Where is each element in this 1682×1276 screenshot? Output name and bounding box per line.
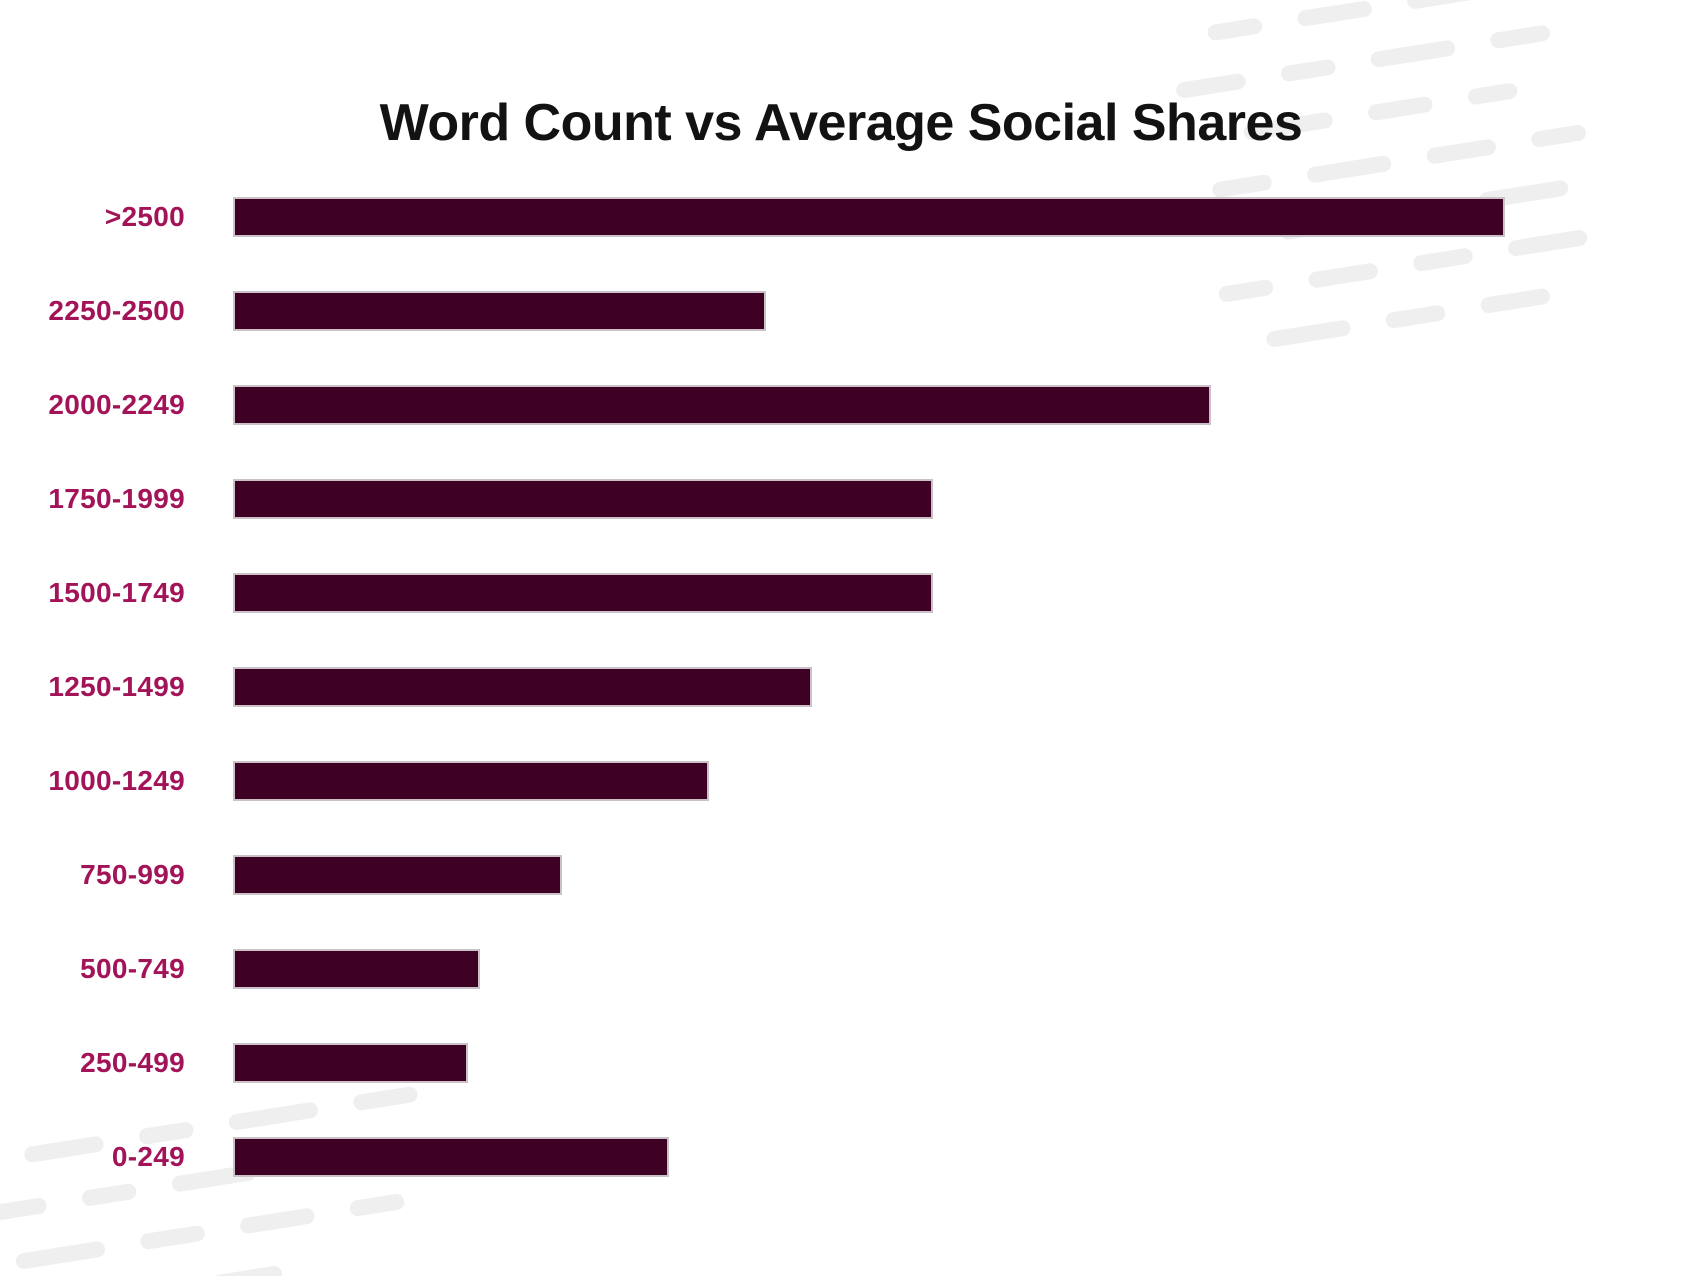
category-label: 2250-2500 [48,295,185,326]
brush-dash [1506,228,1589,258]
brush-dash [1489,24,1551,50]
chart-row: 750-999 [0,855,1505,895]
category-label: 2000-2249 [48,389,185,420]
chart-row: 0-249 [0,1137,1505,1177]
category-label: 1250-1499 [48,671,185,702]
bar [233,385,1212,425]
bar [233,1043,469,1083]
brush-dash [1211,173,1273,199]
chart-row: 2250-2500 [0,291,1505,331]
bar-track [233,855,1505,895]
bar-track [233,573,1505,613]
chart-title: Word Count vs Average Social Shares [379,93,1303,152]
chart-row: 500-749 [0,949,1505,989]
brush-dash [14,1240,107,1271]
bar-track [233,479,1505,519]
brush-dash [1405,0,1498,10]
chart-row: 1500-1749 [0,573,1505,613]
brush-dash [211,1264,284,1276]
bar-track [233,291,1505,331]
chart-row: 1750-1999 [0,479,1505,519]
bar-track [233,761,1505,801]
bar [233,667,812,707]
chart-row: 250-499 [0,1043,1505,1083]
brush-dash [1279,58,1337,83]
bar [233,855,563,895]
chart-row: 2000-2249 [0,385,1505,425]
bar [233,479,933,519]
category-label: 250-499 [80,1047,185,1078]
bar [233,197,1505,237]
bar [233,1137,670,1177]
category-label: 1500-1749 [48,577,185,608]
category-label: 750-999 [80,859,185,890]
bar-track [233,949,1505,989]
bar-track [233,197,1505,237]
bar [233,573,933,613]
chart-row: 1000-1249 [0,761,1505,801]
bar-track [233,667,1505,707]
bar-track [233,385,1505,425]
category-label: 500-749 [80,953,185,984]
bar [233,291,766,331]
chart-row: 1250-1499 [0,667,1505,707]
bar [233,949,480,989]
brush-dash [1206,17,1264,42]
bar-chart: >2500 2250-2500 2000-2249 1750-1999 1500-174… [0,197,1505,1231]
bar-track [233,1137,1505,1177]
brush-dash [1296,0,1373,28]
brush-dash [1305,154,1393,184]
chart-row: >2500 [0,197,1505,237]
bar-track [233,1043,1505,1083]
category-label: 0-249 [111,1141,185,1172]
category-label: 1000-1249 [48,765,185,796]
brush-dash [1369,39,1457,69]
category-label: >2500 [104,201,185,232]
category-label: 1750-1999 [48,483,185,514]
bar [233,761,709,801]
